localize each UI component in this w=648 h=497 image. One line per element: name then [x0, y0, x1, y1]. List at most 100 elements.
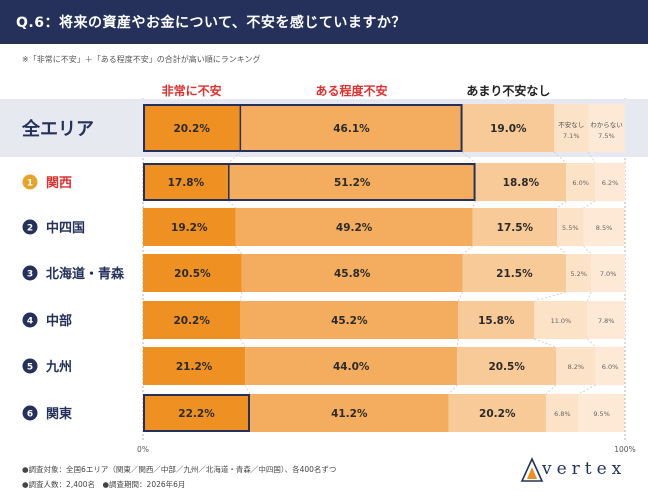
bar-segment-6-3	[545, 394, 579, 432]
bar-segment-2-2	[472, 208, 558, 246]
data-label-6-3: 6.8%	[554, 410, 571, 418]
ranking-note: ※「非常に不安」＋「ある程度不安」の合計が高い順にランキング	[22, 55, 261, 64]
bar-segment-2-1	[235, 208, 473, 246]
data-label-0-4: 7.5%	[598, 132, 615, 140]
rank-number-5: 5	[27, 363, 33, 373]
connector-5-2	[545, 384, 557, 395]
data-label-1-2: 18.8%	[503, 177, 540, 189]
rank-number-3: 3	[27, 270, 33, 280]
connector-0-1	[462, 151, 476, 164]
connector-4-3	[587, 338, 596, 348]
data-label-4-0: 20.2%	[173, 315, 210, 327]
bar-segment-6-1	[250, 394, 449, 432]
data-label-2-2: 17.5%	[497, 222, 534, 234]
row-label-total: 全エリア	[21, 118, 94, 140]
box-first-6	[143, 394, 251, 432]
bar-segment-1-0	[143, 163, 229, 201]
data-label-0-2: 19.0%	[490, 123, 527, 135]
data-label-0-3: 7.1%	[563, 132, 580, 140]
connector-1-0	[228, 200, 236, 209]
bar-segment-5-3	[556, 347, 596, 385]
connector-2-2	[556, 245, 567, 255]
bar-segment-4-2	[458, 301, 535, 339]
row-label-2: 中四国	[46, 220, 85, 236]
connector-5-3	[578, 384, 596, 395]
rank-badge-3	[22, 265, 38, 281]
vertex-logo: vertex	[520, 457, 630, 485]
data-label-3-2: 21.5%	[496, 268, 533, 280]
connector-2-3	[583, 245, 592, 255]
bar-segment-3-2	[462, 254, 567, 292]
data-label-6-0: 22.2%	[178, 408, 215, 420]
connector-4-2	[534, 338, 557, 348]
data-label-5-4: 6.0%	[602, 363, 619, 371]
survey-count-note: ●調査人数：2,400名 ●調査期間：2026年6月	[22, 480, 186, 489]
bar-segment-0-2	[462, 104, 555, 152]
bar-segment-1-1	[228, 163, 476, 201]
data-label-2-3: 5.5%	[562, 224, 579, 232]
logo-text: vertex	[542, 459, 627, 479]
bar-segment-6-0	[143, 394, 251, 432]
connector-2-0	[235, 245, 243, 255]
data-label-6-4: 9.5%	[593, 410, 610, 418]
bar-segment-5-0	[143, 347, 246, 385]
bar-segment-2-0	[143, 208, 236, 246]
data-label-1-3: 6.0%	[572, 179, 589, 187]
box-combined-0	[143, 104, 463, 152]
survey-target-note: ●調査対象：全国6エリア（関東／関西／中部／九州／北海道・青森／中四国）、各40…	[22, 465, 337, 474]
question-title: Q.6：将来の資産やお金について、不安を感じていますか？	[16, 15, 406, 31]
bar-segment-3-4	[591, 254, 625, 292]
bar-segment-4-1	[240, 301, 459, 339]
bar-segment-0-1	[240, 104, 463, 152]
bar-segment-5-4	[595, 347, 625, 385]
bar-segment-6-2	[448, 394, 546, 432]
box-combined-1	[143, 163, 476, 201]
series-label-0: 非常に不安	[162, 83, 222, 98]
rank-number-2: 2	[27, 224, 33, 234]
bar-segment-0-4	[588, 104, 625, 152]
data-label-0-1: 46.1%	[333, 123, 370, 135]
bar-segment-5-2	[457, 347, 557, 385]
bar-segment-1-2	[475, 163, 567, 201]
data-label-6-2: 20.2%	[479, 408, 516, 420]
data-label-0-0: 20.2%	[173, 123, 210, 135]
bar-segment-4-0	[143, 301, 241, 339]
connector-3-3	[587, 291, 592, 302]
connector-3-2	[534, 291, 567, 302]
logo-mark-icon	[520, 457, 544, 482]
data-label-4-4: 7.8%	[598, 317, 615, 325]
connector-1-3	[583, 200, 596, 209]
row-label-4: 中部	[46, 313, 72, 329]
data-label-1-0: 17.8%	[168, 177, 205, 189]
x-tick-0: 0%	[137, 445, 149, 454]
data-label-4-2: 15.8%	[478, 315, 515, 327]
series-label-3: 不安なし	[558, 120, 584, 129]
connector-0-2	[553, 151, 567, 164]
bar-segment-1-4	[595, 163, 625, 201]
rank-badge-6	[22, 405, 38, 421]
data-label-3-3: 5.2%	[570, 270, 587, 278]
connector-3-1	[457, 291, 463, 302]
bar-segment-2-4	[583, 208, 625, 246]
connector-4-1	[456, 338, 459, 348]
data-label-3-1: 45.8%	[334, 268, 371, 280]
bar-segment-4-3	[534, 301, 588, 339]
data-label-6-1: 41.2%	[331, 408, 368, 420]
bar-segment-1-3	[566, 163, 596, 201]
data-label-2-0: 19.2%	[171, 222, 208, 234]
bar-segment-4-4	[587, 301, 625, 339]
series-label-1: ある程度不安	[315, 83, 387, 98]
title-bar: Q.6：将来の資産やお金について、不安を感じていますか？	[0, 0, 648, 44]
data-label-2-1: 49.2%	[336, 222, 373, 234]
x-tick-100: 100%	[614, 445, 635, 454]
connector-4-0	[240, 338, 246, 348]
series-label-4: わからない	[590, 121, 623, 129]
connector-5-0	[244, 384, 251, 395]
data-label-5-1: 44.0%	[333, 361, 370, 373]
bar-segment-5-1	[245, 347, 458, 385]
connector-1-2	[556, 200, 567, 209]
rank-badge-2	[22, 219, 38, 235]
data-label-3-4: 7.0%	[600, 270, 617, 278]
rank-number-1: 1	[27, 179, 33, 189]
